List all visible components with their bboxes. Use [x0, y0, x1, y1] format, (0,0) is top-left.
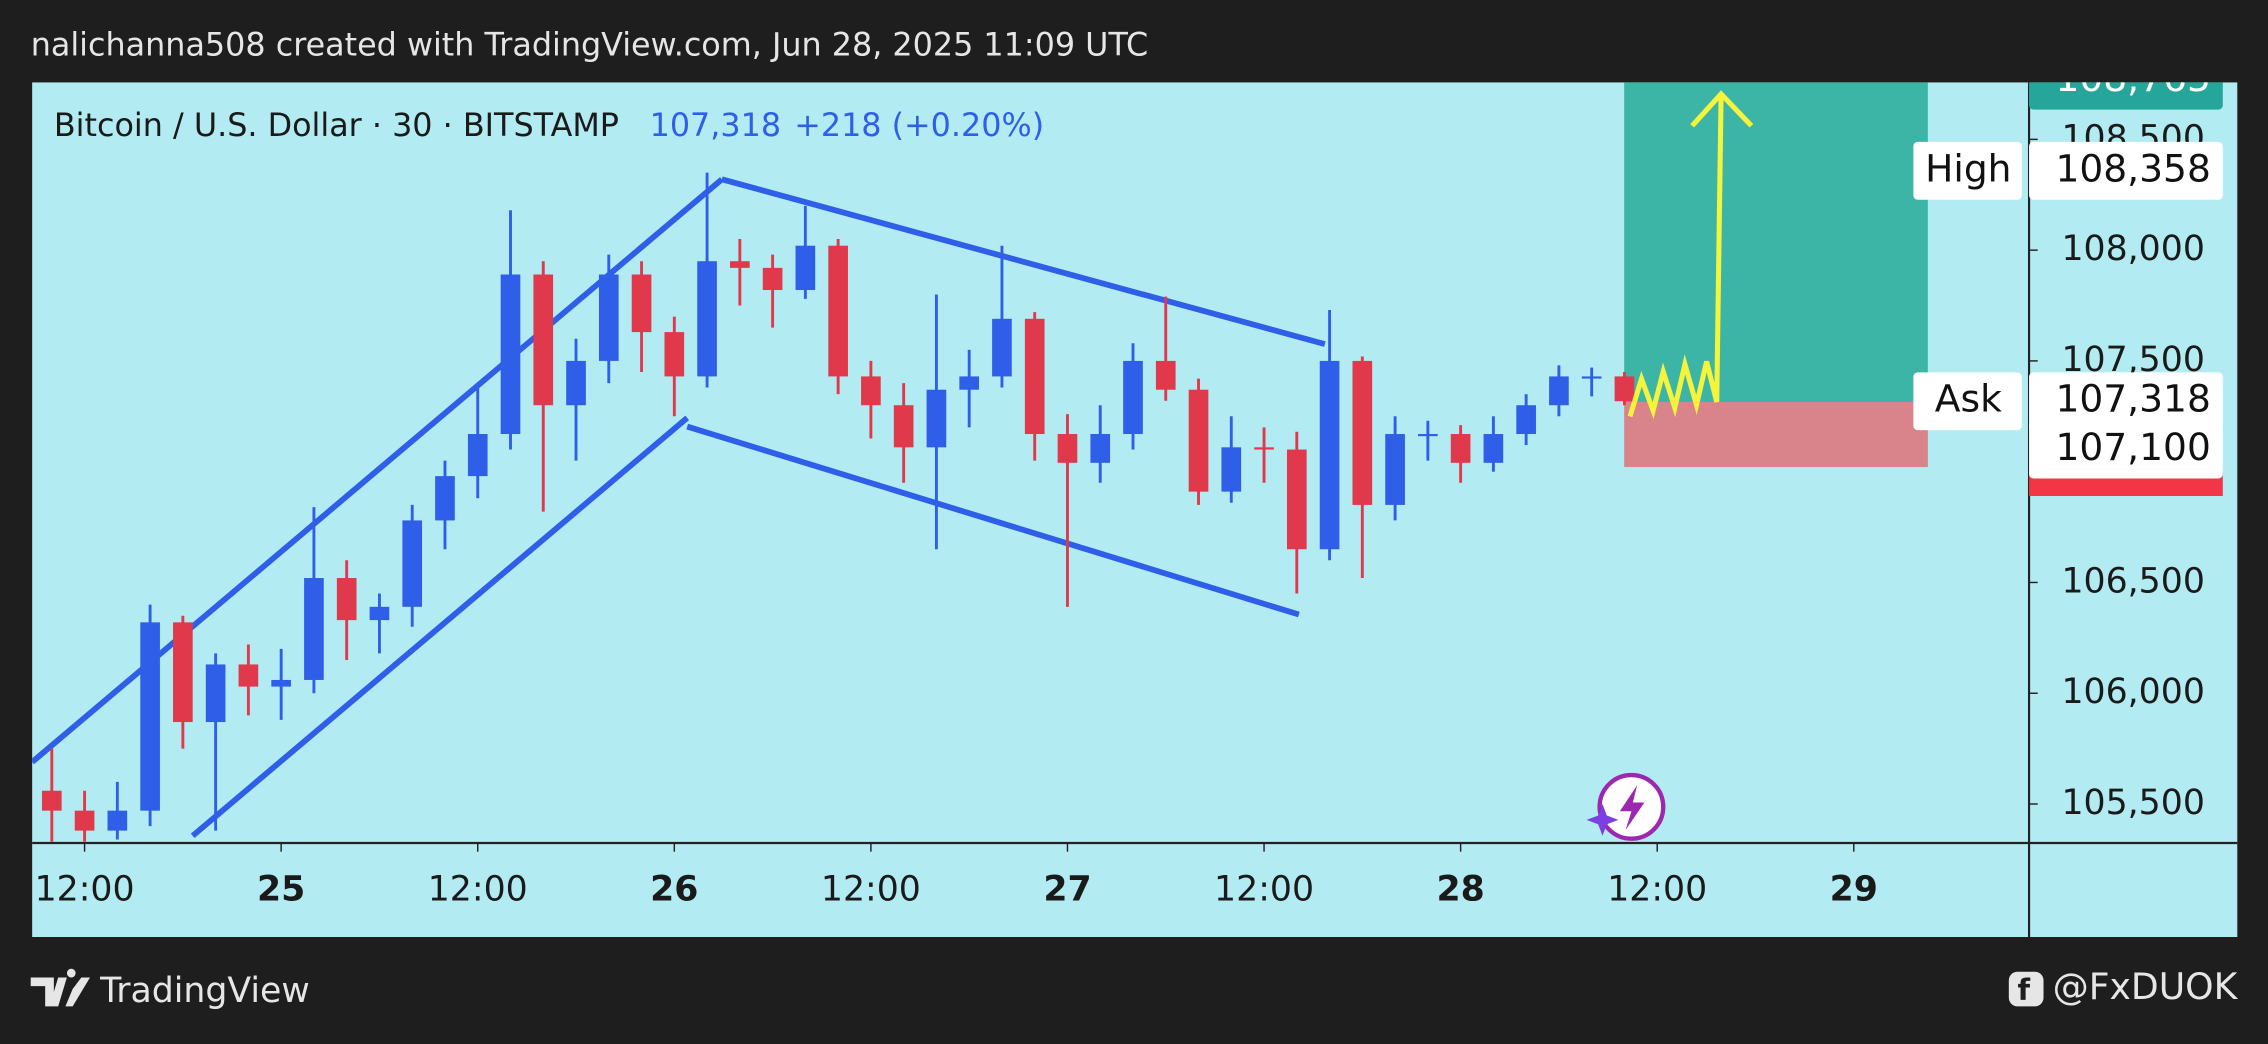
candle-body: [1450, 434, 1471, 463]
x-tick-label: 12:00: [1607, 870, 1707, 910]
price-label-box: [2029, 141, 2223, 200]
candle-body: [140, 622, 160, 811]
x-tick-label: 28: [1436, 870, 1484, 910]
candle-body: [1352, 360, 1373, 505]
candle-body: [1057, 434, 1078, 463]
candle-body: [467, 434, 488, 477]
candle-body: [1516, 405, 1536, 435]
candle-body: [893, 405, 914, 448]
candle-body: [500, 274, 521, 435]
price-label: 108,765: [2055, 56, 2210, 100]
candle-body: [631, 274, 652, 333]
candle-body: [1254, 447, 1274, 450]
candles: [41, 172, 1635, 842]
candle-body: [369, 606, 390, 621]
price-label: 108,358: [2055, 146, 2210, 190]
channel-line: [686, 423, 1300, 618]
x-tick-label: 12:00: [428, 870, 528, 910]
x-tick-label: 29: [1830, 870, 1878, 910]
candle-body: [1155, 360, 1176, 390]
x-axis: 12:00 25 12:00 26 12:00 27 12:00 28 12:00 29: [35, 843, 1878, 910]
candle-body: [205, 664, 226, 723]
y-tick-label: 106,000: [2061, 672, 2204, 712]
target-zone: [1624, 82, 1928, 402]
candle-body: [238, 664, 259, 687]
candle-body: [730, 261, 750, 268]
x-tick-label: 12:00: [1214, 870, 1314, 910]
channel-line: [190, 415, 690, 838]
price-tag: High: [1925, 146, 2011, 190]
candle-body: [828, 245, 848, 377]
candle-body: [1123, 360, 1143, 435]
candle-body: [1024, 318, 1045, 435]
footer: TradingView f @FxDUOK: [30, 965, 2239, 1011]
x-tick-label: 26: [650, 870, 698, 910]
candle-body: [1286, 449, 1307, 550]
candle-body: [41, 790, 62, 811]
candle-body: [1385, 434, 1405, 505]
brand-name: TradingView: [99, 971, 310, 1011]
x-tick-label: 12:00: [35, 870, 135, 910]
candle-body: [959, 376, 980, 390]
price-label-box: [2029, 372, 2223, 431]
x-tick-label: 25: [257, 870, 305, 910]
projection-arrow: [1690, 90, 1754, 128]
candle-body: [566, 360, 586, 406]
stop-zone: [1624, 401, 1928, 468]
price-label: 107,318: [2055, 377, 2210, 421]
candle-body: [1188, 389, 1209, 492]
candle-body: [697, 261, 717, 377]
projection-path: [1627, 95, 1724, 420]
candle-body: [795, 245, 816, 291]
candle-body: [107, 810, 128, 831]
candle-body: [336, 578, 357, 621]
candle-body: [992, 318, 1012, 377]
price-label-box: [2029, 82, 2223, 110]
candle-body: [1581, 376, 1602, 379]
price-labels: 108,765 108,358 High 107,318 Ask 107,100: [1913, 56, 2223, 496]
author-handle: @FxDUOK: [2053, 965, 2239, 1008]
candle-body: [1221, 447, 1242, 492]
facebook-icon: [2008, 971, 2044, 1007]
candle-body: [1090, 434, 1111, 463]
candle-body: [1418, 434, 1438, 437]
candle-body: [74, 810, 95, 831]
brand-logo: [30, 968, 90, 1007]
candle-body: [435, 476, 455, 521]
candle-body: [1483, 434, 1504, 463]
top-bar: nalichanna508 created with TradingView.c…: [31, 25, 1148, 63]
x-tick-label: 27: [1043, 870, 1091, 910]
candle-body: [304, 578, 324, 680]
candle-body: [1549, 376, 1569, 406]
candle-body: [173, 622, 193, 723]
candle-body: [1614, 376, 1635, 402]
candle-body: [271, 679, 291, 687]
y-tick-label: 105,500: [2061, 783, 2204, 823]
facebook-glyph: f: [2017, 973, 2030, 1007]
y-tick-label: 106,500: [2061, 561, 2204, 601]
candle-body: [533, 274, 554, 406]
candle-body: [664, 332, 685, 377]
candle-body: [861, 376, 881, 406]
candle-body: [598, 274, 619, 361]
candle-body: [1319, 360, 1340, 550]
y-tick-label: 108,000: [2061, 229, 2204, 269]
assistant-icon[interactable]: [1586, 772, 1666, 841]
symbol-title: Bitcoin / U.S. Dollar · 30 · BITSTAMP: [54, 106, 619, 144]
price-change: +218 (+0.20%): [794, 106, 1044, 144]
candle-body: [762, 267, 783, 291]
price-tag-box: [1913, 372, 2022, 431]
last-price: 107,318: [650, 106, 782, 144]
candle-body: [926, 389, 947, 448]
x-tick-label: 12:00: [821, 870, 921, 910]
plot-area: [32, 82, 1928, 842]
price-tag: Ask: [1935, 377, 2002, 421]
channel-line: [721, 176, 1326, 347]
candle-body: [402, 520, 423, 607]
price-tag-box: [1913, 141, 2022, 200]
price-label: 107,100: [2055, 425, 2210, 469]
price-label-box: [2029, 420, 2223, 479]
